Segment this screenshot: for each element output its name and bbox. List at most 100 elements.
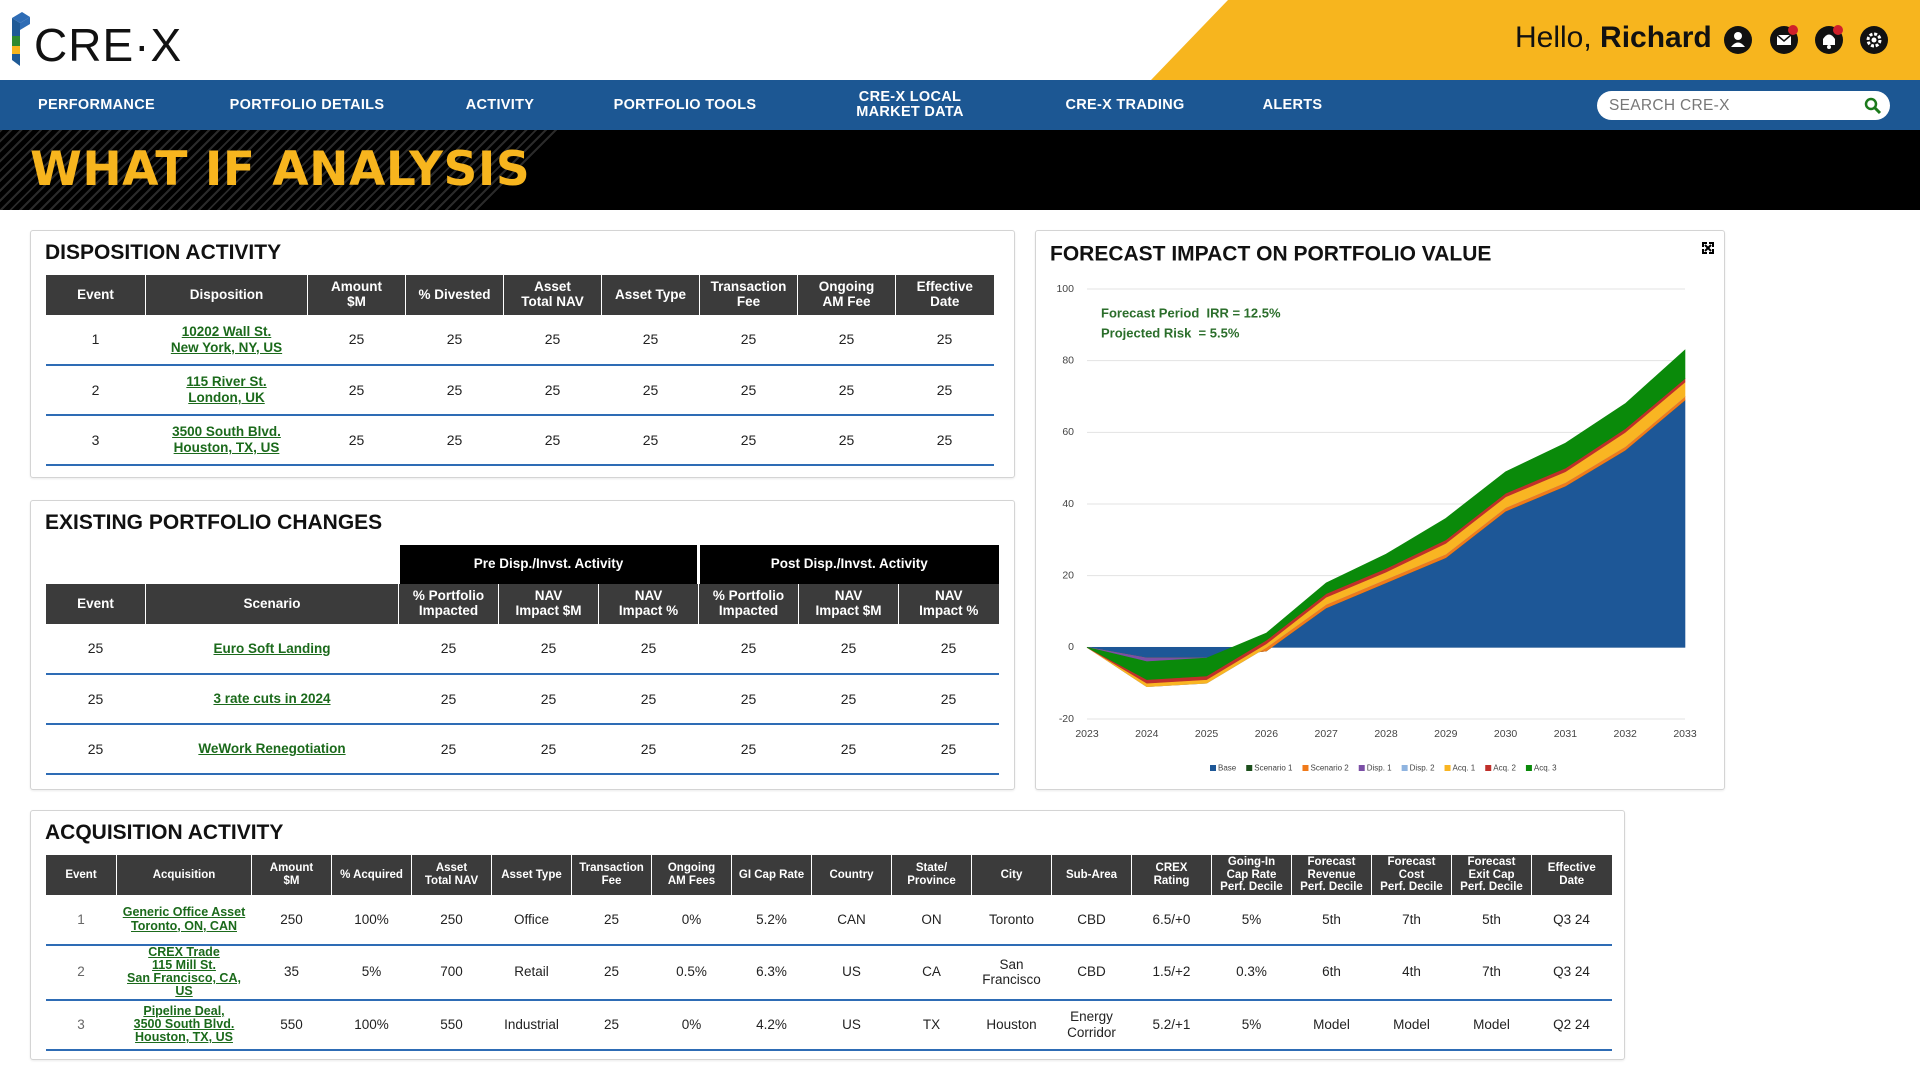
table-cell: 25: [46, 724, 146, 774]
group-header: Pre Disp./Invst. Activity: [399, 545, 699, 584]
header-icons: [1722, 24, 1902, 58]
nav-item[interactable]: ACTIVITY: [445, 80, 555, 130]
acquisition-panel: ACQUISITION ACTIVITY EventAcquisitionAmo…: [30, 810, 1625, 1060]
table-cell: San Francisco: [972, 945, 1052, 1000]
table-cell: 25: [504, 315, 602, 365]
table-cell: Q3 24: [1532, 945, 1612, 1000]
nav-item[interactable]: ALERTS: [1250, 80, 1335, 130]
column-header: Event: [46, 855, 117, 895]
x-tick-label: 2025: [1195, 728, 1219, 740]
y-tick-label: 100: [1056, 283, 1074, 295]
table-cell: 5.2/+1: [1132, 1000, 1212, 1050]
column-header: Asset Total NAV: [412, 855, 492, 895]
annotation: Forecast Period IRR = 12.5%: [1101, 305, 1281, 320]
legend-label: Scenario 1: [1254, 764, 1293, 773]
nav-item[interactable]: CRE-X LOCAL MARKET DATA: [850, 80, 970, 130]
legend-label: Scenario 2: [1310, 764, 1349, 773]
search-icon[interactable]: [1864, 97, 1882, 115]
column-header: GI Cap Rate: [732, 855, 812, 895]
user-name[interactable]: Richard: [1600, 21, 1712, 54]
table-cell: 6.5/+0: [1132, 895, 1212, 945]
table-cell: 35: [252, 945, 332, 1000]
table-cell: Q2 24: [1532, 1000, 1612, 1050]
legend-swatch: [1526, 765, 1532, 771]
table-row: 25Euro Soft Landing252525252525: [46, 624, 999, 674]
property-link[interactable]: CREX Trade 115 Mill St. San Francisco, C…: [117, 945, 252, 1000]
table-cell: US: [812, 945, 892, 1000]
column-header: Asset Type: [602, 275, 700, 315]
settings-icon[interactable]: [1860, 26, 1888, 54]
table-cell: 3: [46, 415, 146, 465]
legend-swatch: [1485, 765, 1491, 771]
group-spacer: [46, 545, 399, 584]
nav-item[interactable]: PORTFOLIO DETAILS: [222, 80, 392, 130]
nav-item[interactable]: PORTFOLIO TOOLS: [600, 80, 770, 130]
table-cell: 3: [46, 1000, 117, 1050]
table-cell: 0%: [652, 895, 732, 945]
legend-swatch: [1445, 765, 1451, 771]
table-row: 2CREX Trade 115 Mill St. San Francisco, …: [46, 945, 1612, 1000]
table-cell: US: [812, 1000, 892, 1050]
y-tick-label: 0: [1068, 641, 1074, 653]
panel-title: EXISTING PORTFOLIO CHANGES: [45, 511, 382, 535]
column-header: NAV Impact %: [599, 584, 699, 624]
table-cell: 1: [46, 315, 146, 365]
logo-cube: [12, 12, 30, 66]
bell-icon[interactable]: [1815, 25, 1843, 54]
search-box[interactable]: SEARCH CRE-X: [1597, 91, 1890, 120]
table-cell: 0.5%: [652, 945, 732, 1000]
property-link[interactable]: WeWork Renegotiation: [146, 724, 399, 774]
greeting-text: Hello,: [1515, 21, 1592, 54]
portfolio-changes-panel: EXISTING PORTFOLIO CHANGES Pre Disp./Inv…: [30, 500, 1015, 790]
table-cell: 25: [699, 624, 799, 674]
property-link[interactable]: 10202 Wall St. New York, NY, US: [146, 315, 308, 365]
table-cell: 100%: [332, 1000, 412, 1050]
column-header: Forecast Exit Cap Perf. Decile: [1452, 855, 1532, 895]
table-cell: 25: [699, 724, 799, 774]
table-cell: 25: [599, 624, 699, 674]
table-cell: 25: [599, 724, 699, 774]
table-cell: Q3 24: [1532, 895, 1612, 945]
table-cell: 25: [399, 674, 499, 724]
table-cell: 25: [700, 315, 798, 365]
table-cell: 25: [896, 315, 994, 365]
property-link[interactable]: 115 River St. London, UK: [146, 365, 308, 415]
x-tick-label: 2024: [1135, 728, 1159, 740]
table-cell: 4.2%: [732, 1000, 812, 1050]
table-cell: 550: [412, 1000, 492, 1050]
table-cell: Model: [1372, 1000, 1452, 1050]
table-cell: 25: [572, 1000, 652, 1050]
expand-icon[interactable]: [1703, 243, 1713, 253]
column-header: Amount $M: [252, 855, 332, 895]
table-cell: 25: [899, 724, 999, 774]
column-header: Event: [46, 584, 146, 624]
table-cell: 25: [308, 365, 406, 415]
column-header: Ongoing AM Fees: [652, 855, 732, 895]
table-cell: 25: [602, 365, 700, 415]
logo-text[interactable]: CRE·X: [34, 18, 182, 72]
column-header: Transaction Fee: [700, 275, 798, 315]
column-header: Event: [46, 275, 146, 315]
nav-item[interactable]: CRE-X TRADING: [1055, 80, 1195, 130]
profile-icon[interactable]: [1724, 26, 1752, 54]
legend-swatch: [1210, 765, 1216, 771]
table-cell: 25: [798, 315, 896, 365]
data-table: Pre Disp./Invst. ActivityPost Disp./Invs…: [45, 545, 999, 775]
property-link[interactable]: 3 rate cuts in 2024: [146, 674, 399, 724]
table-cell: 25: [700, 365, 798, 415]
mail-icon[interactable]: [1770, 25, 1798, 54]
property-link[interactable]: Euro Soft Landing: [146, 624, 399, 674]
property-link[interactable]: Generic Office Asset Toronto, ON, CAN: [117, 895, 252, 945]
property-link[interactable]: 3500 South Blvd. Houston, TX, US: [146, 415, 308, 465]
table-cell: Retail: [492, 945, 572, 1000]
legend-label: Base: [1218, 764, 1237, 773]
column-header: Disposition: [146, 275, 308, 315]
column-header: % Portfolio Impacted: [399, 584, 499, 624]
table-cell: 25: [399, 724, 499, 774]
table-cell: 25: [896, 365, 994, 415]
x-tick-label: 2031: [1554, 728, 1578, 740]
legend-swatch: [1302, 765, 1308, 771]
nav-item[interactable]: PERFORMANCE: [20, 80, 173, 130]
property-link[interactable]: Pipeline Deal, 3500 South Blvd. Houston,…: [117, 1000, 252, 1050]
